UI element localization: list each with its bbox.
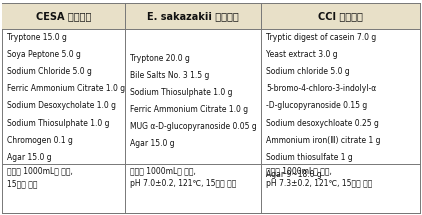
Text: CCI 한천배지: CCI 한천배지	[318, 11, 363, 21]
Text: Agar 15.0 g: Agar 15.0 g	[130, 140, 175, 149]
Text: Sodium Chloride 5.0 g: Sodium Chloride 5.0 g	[7, 67, 92, 76]
Text: 증류수 1000mL에 용해,
pH 7.0±0.2, 121℃, 15분간 멸균: 증류수 1000mL에 용해, pH 7.0±0.2, 121℃, 15분간 멸…	[130, 166, 237, 188]
Text: E. sakazakii 한천배지: E. sakazakii 한천배지	[147, 11, 239, 21]
Text: Agar 9~18.0 g: Agar 9~18.0 g	[266, 170, 322, 179]
Text: Sodium thiosulfate 1 g: Sodium thiosulfate 1 g	[266, 153, 353, 162]
Text: Tryptone 20.0 g: Tryptone 20.0 g	[130, 54, 190, 63]
Text: Sodium Desoxycholate 1.0 g: Sodium Desoxycholate 1.0 g	[7, 101, 116, 110]
Text: 5-bromo-4-chloro-3-indolyl-α: 5-bromo-4-chloro-3-indolyl-α	[266, 84, 376, 93]
Bar	[2, 3, 420, 29]
Text: Soya Peptone 5.0 g: Soya Peptone 5.0 g	[7, 50, 81, 59]
Text: Agar 15.0 g: Agar 15.0 g	[7, 153, 52, 162]
Text: Sodium chloride 5.0 g: Sodium chloride 5.0 g	[266, 67, 350, 76]
Text: Bile Salts No. 3 1.5 g: Bile Salts No. 3 1.5 g	[130, 71, 210, 80]
Text: Yeast extract 3.0 g: Yeast extract 3.0 g	[266, 50, 338, 59]
Text: Sodium Thiosulphate 1.0 g: Sodium Thiosulphate 1.0 g	[7, 118, 110, 127]
Text: 증류수 1000mL에 용해,
pH 7.3±0.2, 121℃, 15분간 멸균: 증류수 1000mL에 용해, pH 7.3±0.2, 121℃, 15분간 멸…	[266, 166, 373, 188]
Text: -D-glucopyranoside 0.15 g: -D-glucopyranoside 0.15 g	[266, 101, 368, 110]
Text: Chromogen 0.1 g: Chromogen 0.1 g	[7, 136, 73, 145]
Text: MUG α-D-glucopyranoside 0.05 g: MUG α-D-glucopyranoside 0.05 g	[130, 122, 257, 131]
Text: Sodium desoxychloate 0.25 g: Sodium desoxychloate 0.25 g	[266, 118, 379, 127]
Text: CESA 한천배지: CESA 한천배지	[36, 11, 92, 21]
Text: Tryptic digest of casein 7.0 g: Tryptic digest of casein 7.0 g	[266, 32, 376, 41]
Text: Ferric Ammonium Citrate 1.0 g: Ferric Ammonium Citrate 1.0 g	[7, 84, 125, 93]
Text: Ammonium iron(Ⅲ) citrate 1 g: Ammonium iron(Ⅲ) citrate 1 g	[266, 136, 381, 145]
Text: Sodium Thiosulphate 1.0 g: Sodium Thiosulphate 1.0 g	[130, 88, 233, 97]
Text: Tryptone 15.0 g: Tryptone 15.0 g	[7, 32, 67, 41]
Text: 증류수 1000mL에 용해,
15분간 멸균: 증류수 1000mL에 용해, 15분간 멸균	[7, 166, 73, 188]
Text: Ferric Ammonium Citrate 1.0 g: Ferric Ammonium Citrate 1.0 g	[130, 105, 249, 114]
